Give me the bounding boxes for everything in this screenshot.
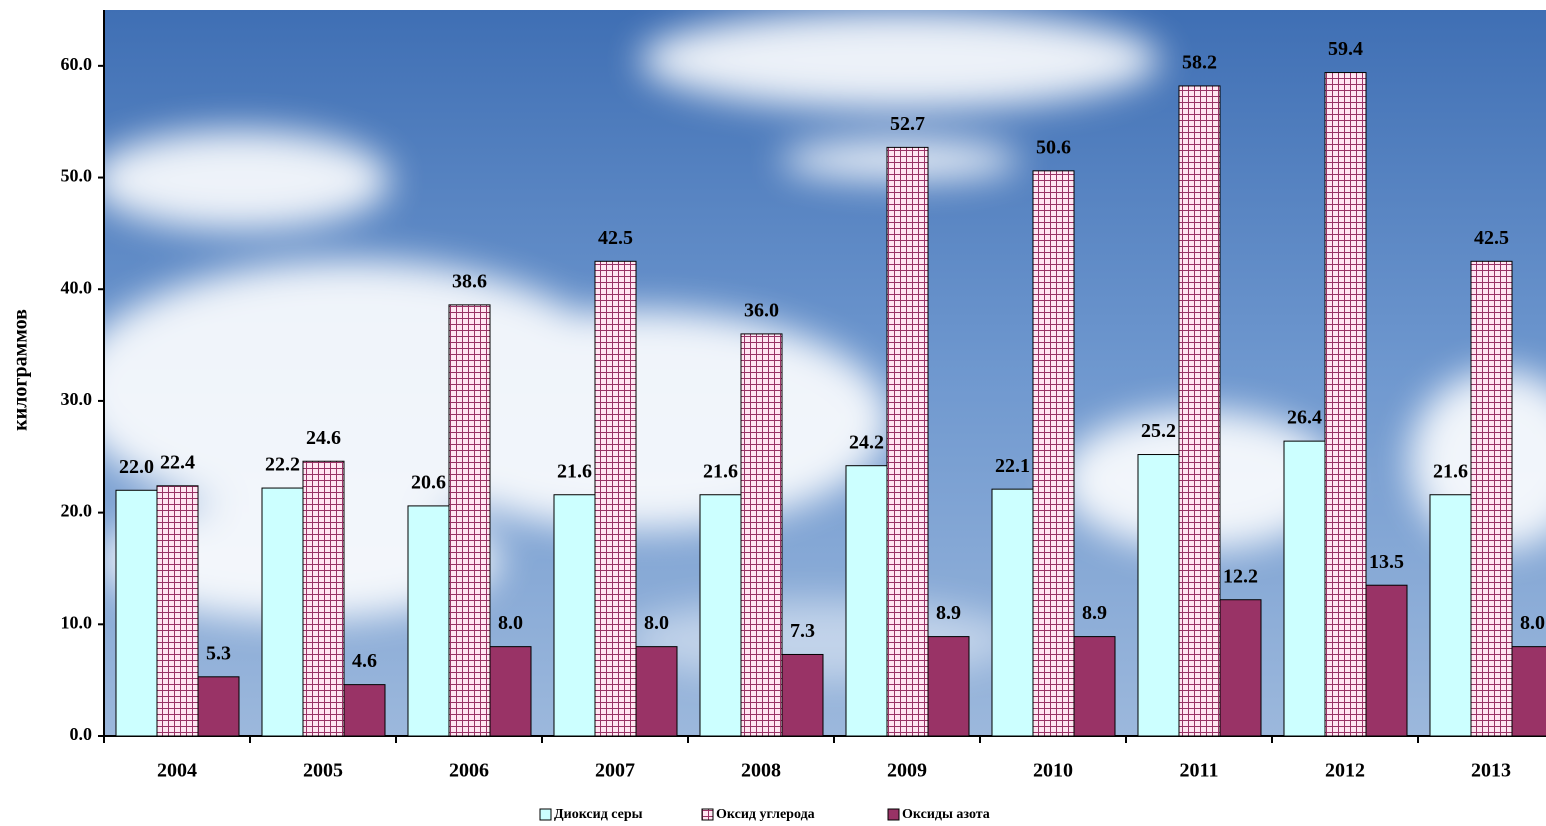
value-label: 8.0 [1520, 612, 1545, 634]
value-label: 12.2 [1223, 565, 1258, 587]
bar [781, 653, 824, 736]
x-tick-label: 2013 [1471, 760, 1511, 782]
bar [261, 487, 304, 736]
value-label: 8.9 [1082, 602, 1107, 624]
x-tick-label: 2005 [303, 760, 343, 782]
y-tick-label: 0.0 [70, 724, 93, 744]
value-label: 21.6 [557, 460, 592, 482]
x-tick-label: 2012 [1325, 760, 1365, 782]
y-tick-label: 30.0 [61, 389, 93, 409]
y-tick-label: 60.0 [61, 54, 93, 74]
x-tick-label: 2008 [741, 760, 781, 782]
value-label: 42.5 [598, 227, 633, 249]
bar [1219, 599, 1262, 736]
x-tick-label: 2009 [887, 760, 927, 782]
value-label: 36.0 [744, 300, 779, 322]
value-label: 26.4 [1287, 407, 1322, 429]
bar [635, 646, 678, 736]
bar [886, 146, 929, 736]
y-tick-label: 40.0 [61, 277, 93, 297]
value-label: 8.0 [644, 612, 669, 634]
value-label: 24.2 [849, 431, 884, 453]
value-label: 7.3 [790, 620, 815, 642]
bar [1511, 646, 1546, 736]
value-label: 4.6 [352, 650, 377, 672]
bar [740, 333, 783, 736]
bar [1324, 72, 1367, 736]
value-label: 13.5 [1369, 551, 1404, 573]
y-tick-label: 20.0 [61, 501, 93, 521]
bar [699, 494, 742, 736]
y-tick-label: 50.0 [61, 166, 93, 186]
legend-label: Оксид углерода [716, 807, 815, 822]
value-label: 59.4 [1328, 38, 1363, 60]
value-label: 22.1 [995, 455, 1030, 477]
x-tick-label: 2010 [1033, 760, 1073, 782]
bar [407, 505, 450, 736]
x-tick-label: 2011 [1180, 760, 1219, 782]
legend-label: Диоксид серы [554, 807, 643, 822]
bar [1365, 584, 1408, 736]
value-labels: 22.0 22.4 5.3 22.2 24.6 4.6 20.6 38.6 8.0 21.6 42.… [119, 38, 1545, 672]
value-label: 22.0 [119, 456, 154, 478]
x-tick-label: 2006 [449, 760, 489, 782]
y-tick-label: 10.0 [61, 612, 93, 632]
value-label: 58.2 [1182, 52, 1217, 74]
bar [448, 304, 491, 736]
legend-label: Оксиды азота [902, 807, 990, 822]
bar [197, 676, 240, 736]
x-tick-label: 2007 [595, 760, 635, 782]
bar [845, 465, 888, 736]
value-label: 21.6 [1433, 460, 1468, 482]
y-axis-title: килограммов [10, 309, 32, 431]
bar [1137, 454, 1180, 736]
bar [1470, 260, 1513, 736]
value-label: 20.6 [411, 472, 446, 494]
legend-swatch [701, 808, 714, 821]
bar [553, 494, 596, 736]
bar [1178, 85, 1221, 736]
bar [115, 489, 158, 736]
value-label: 21.6 [703, 460, 738, 482]
legend-swatch [887, 808, 900, 821]
bar [1429, 494, 1472, 736]
value-label: 24.6 [306, 427, 341, 449]
value-label: 5.3 [206, 642, 231, 664]
value-label: 8.0 [498, 612, 523, 634]
value-label: 52.7 [890, 113, 925, 135]
legend-swatch [539, 808, 552, 821]
bar [302, 460, 345, 736]
value-label: 22.2 [265, 454, 300, 476]
bar [927, 636, 970, 736]
sky-background [104, 10, 1546, 736]
value-label: 38.6 [452, 270, 487, 292]
value-label: 42.5 [1474, 227, 1509, 249]
value-label: 50.6 [1036, 136, 1071, 158]
bar [1073, 636, 1116, 736]
bar [1283, 440, 1326, 736]
bar [156, 485, 199, 736]
x-tick-label: 2004 [157, 760, 197, 782]
bar [594, 260, 637, 736]
bar [1032, 170, 1075, 736]
bar [343, 684, 386, 736]
bar [991, 488, 1034, 736]
bars [115, 72, 1546, 736]
value-label: 25.2 [1141, 420, 1176, 442]
bar [489, 646, 532, 736]
value-label: 8.9 [936, 602, 961, 624]
value-label: 22.4 [160, 451, 195, 473]
